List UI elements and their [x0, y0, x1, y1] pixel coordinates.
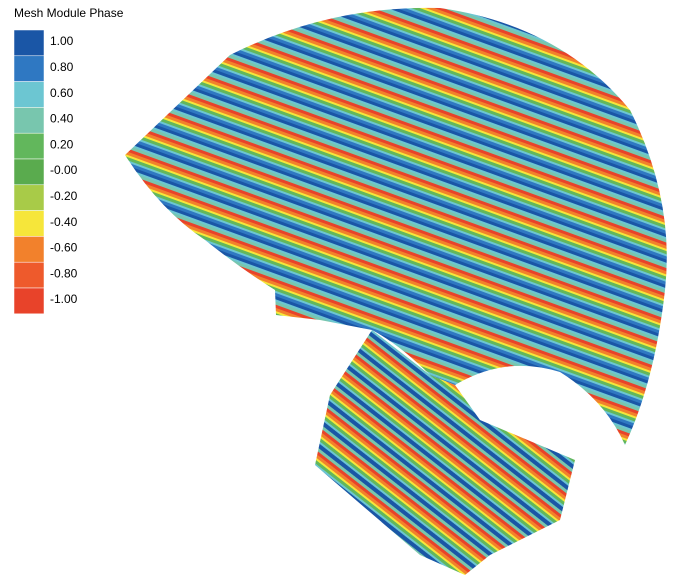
legend-label: -0.00: [50, 163, 78, 177]
viewport: Mesh Module Phase 1.00 0.80 0.60 0.40 0.20 -0…: [0, 0, 675, 578]
legend-label: 0.80: [50, 60, 74, 74]
legend-label: -1.00: [50, 292, 78, 306]
legend-swatch: [14, 30, 44, 56]
legend-swatch: [14, 262, 44, 288]
legend-label: 0.60: [50, 86, 74, 100]
legend-title: Mesh Module Phase: [14, 6, 124, 20]
legend-swatch: [14, 288, 44, 314]
legend-swatch: [14, 211, 44, 237]
legend-swatch: [14, 236, 44, 262]
legend-swatch: [14, 159, 44, 185]
legend-swatch: [14, 133, 44, 159]
legend: Mesh Module Phase 1.00 0.80 0.60 0.40 0.20 -0…: [14, 6, 124, 314]
legend-swatch: [14, 82, 44, 108]
legend-swatch: [14, 56, 44, 82]
legend-label: -0.40: [50, 215, 78, 229]
legend-label: -0.60: [50, 241, 78, 255]
legend-items: 1.00 0.80 0.60 0.40 0.20 -0.00 -0.20 -0.40 -0.60…: [14, 30, 78, 314]
legend-swatch: [14, 107, 44, 133]
legend-swatch: [14, 185, 44, 211]
legend-label: 0.20: [50, 137, 74, 151]
legend-label: 0.40: [50, 112, 74, 126]
legend-label: -0.80: [50, 266, 78, 280]
legend-label: 1.00: [50, 34, 74, 48]
legend-label: -0.20: [50, 189, 78, 203]
